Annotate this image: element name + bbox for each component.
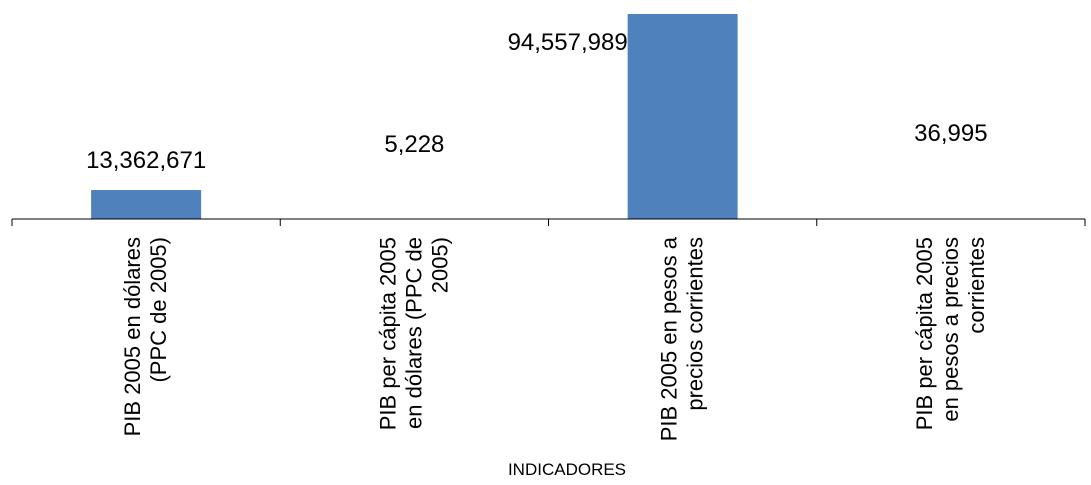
x-tick-label-line: precios corrientes [683,237,708,411]
value-label-1: 5,228 [384,131,444,158]
x-tick-label-line: 2005) [427,237,452,293]
x-tick-label-line: PIB 2005 en dólares [120,237,145,436]
x-tick-label-2: PIB 2005 en pesos aprecios corrientes [657,236,708,441]
x-axis [11,218,1086,226]
x-tick-label-line: PIB 2005 en pesos a [657,236,682,441]
x-tick-label-line: PIB per cápita 2005 [912,237,937,430]
x-tick-labels: PIB 2005 en dólares(PPC de 2005) PIB per … [120,236,989,441]
bar-0 [91,190,202,219]
x-tick-label-3: PIB per cápita 2005en pesos a precioscor… [912,237,989,430]
value-label-3: 36,995 [914,120,987,147]
x-tick-label-1: PIB per cápita 2005en dólares (PPC de200… [375,237,452,430]
bars-layer [91,14,738,219]
x-tick-label-line: corrientes [964,237,989,334]
value-label-0: 13,362,671 [86,147,206,174]
x-tick-label-0: PIB 2005 en dólares(PPC de 2005) [120,237,171,436]
value-label-2: 94,557,989 [508,29,628,56]
bar-2 [627,14,738,219]
x-axis-title: INDICADORES [508,460,626,479]
x-tick-label-line: en dólares (PPC de [401,237,426,429]
value-labels: 13,362,671 5,228 94,557,989 36,995 [86,29,988,174]
x-tick-label-line: en pesos a precios [938,237,963,422]
x-tick-label-line: PIB per cápita 2005 [375,237,400,430]
x-tick-label-line: (PPC de 2005) [146,237,171,383]
